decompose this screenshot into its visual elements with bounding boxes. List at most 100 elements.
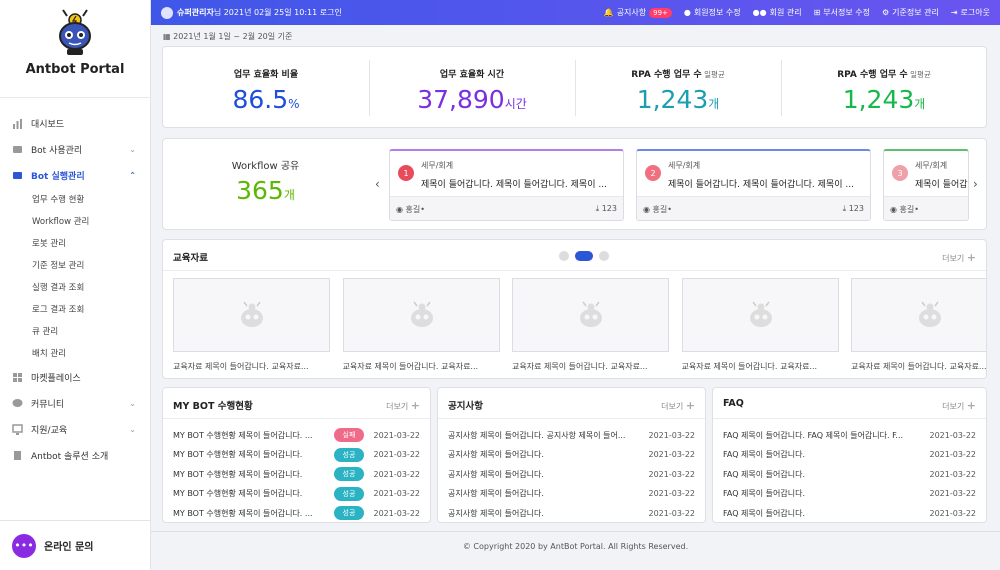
carousel-dot-active[interactable] (575, 251, 593, 261)
workflow-card[interactable]: 3 세무/회계 제목이 들어갑니다. 제목이 들어갑니다. 제목이 ... ◉ … (883, 149, 969, 221)
list-item[interactable]: FAQ 제목이 들어갑니다. FAQ 제목이 들어갑니다. F... 2021-0… (723, 426, 976, 444)
workflow-count: 365개 (163, 176, 368, 205)
faq-more-link[interactable]: 더보기 + (942, 399, 976, 412)
bot-icon (12, 170, 23, 181)
bell-icon: 🔔 (603, 8, 614, 17)
list-item[interactable]: 공지사항 제목이 들어갑니다. 2021-03-22 (448, 485, 695, 503)
stat-efficiency-time: 업무 효율화 시간 37,890시간 (369, 47, 575, 129)
date-range: ▦ 2021년 1월 1일 ~ 2월 20일 기준 (163, 31, 292, 42)
bar-chart-icon (12, 118, 23, 129)
sub-item[interactable]: 배치 관리 (32, 349, 66, 359)
education-thumbnail[interactable] (512, 278, 669, 352)
robot-placeholder-icon (749, 301, 772, 327)
list-item[interactable]: FAQ 제목이 들어갑니다. 2021-03-22 (723, 504, 976, 522)
mybot-more-link[interactable]: 더보기 + (386, 399, 420, 412)
list-item[interactable]: 공지사항 제목이 들어갑니다. 2021-03-22 (448, 504, 695, 522)
sub-item[interactable]: 큐 관리 (32, 327, 59, 337)
divider (713, 418, 986, 419)
base-info-link[interactable]: ⚙ 기준정보 관리 (882, 7, 939, 18)
sub-item[interactable]: Workflow 관리 (32, 217, 90, 227)
education-caption[interactable]: 교육자료 제목이 들어갑니다. 교육자료... (851, 362, 987, 371)
list-item[interactable]: MY BOT 수행현황 제목이 들어갑니다. 성공 2021-03-22 (173, 465, 420, 483)
education-thumbnail[interactable] (681, 278, 839, 352)
sidebar-item-bot-execution[interactable]: Bot 실행관리 ⌃ (0, 162, 150, 188)
user-info: 슈퍼관리자 님 2021년 02월 25일 10:11 로그인 (161, 6, 342, 19)
date-range-text: 2021년 1월 1일 ~ 2월 20일 기준 (173, 32, 293, 41)
download-icon: ⤓ (842, 204, 849, 213)
notice-link[interactable]: 🔔 공지사항 99+ (604, 7, 672, 18)
list-item[interactable]: 공지사항 제목이 들어갑니다. 2021-03-22 (448, 446, 695, 464)
stat-value: 1,243 (636, 85, 709, 114)
sidebar-item-community[interactable]: 커뮤니티 ⌄ (0, 390, 150, 416)
plus-icon: + (685, 399, 695, 412)
rank-badge: 2 (645, 165, 661, 181)
list-item-date: 2021-03-22 (648, 489, 696, 498)
workflow-card[interactable]: 1 세무/회계 제목이 들어갑니다. 제목이 들어갑니다. 제목이 ... ◉ … (389, 149, 624, 221)
top-bar: 슈퍼관리자 님 2021년 02월 25일 10:11 로그인 🔔 공지사항 9… (151, 0, 1000, 25)
list-item-date: 2021-03-22 (929, 489, 977, 498)
member-manage-link[interactable]: ●● 회원 관리 (753, 7, 802, 18)
sidebar-item-marketplace[interactable]: 마켓플레이스 (0, 364, 150, 390)
list-item-date: 2021-03-22 (929, 450, 977, 459)
sub-item[interactable]: 기준 정보 관리 (32, 261, 85, 271)
education-caption[interactable]: 교육자료 제목이 들어갑니다. 교육자료... (512, 362, 648, 371)
sidebar-item-solution[interactable]: Antbot 솔루션 소개 (0, 442, 150, 468)
stat-sub: 일평균 (907, 70, 931, 79)
list-item[interactable]: FAQ 제목이 들어갑니다. 2021-03-22 (723, 446, 976, 464)
logo-area[interactable]: Antbot Portal (0, 0, 150, 98)
next-arrow-icon[interactable]: › (973, 177, 978, 191)
brand-name: Antbot Portal (25, 62, 125, 77)
list-item[interactable]: FAQ 제목이 들어갑니다. 2021-03-22 (723, 465, 976, 483)
carousel-dots (559, 251, 615, 261)
mybot-card: MY BOT 수행현황 더보기 + MY BOT 수행현황 제목이 들어갑니다.… (162, 387, 431, 523)
rank-badge: 1 (398, 165, 414, 181)
list-item[interactable]: FAQ 제목이 들어갑니다. 2021-03-22 (723, 485, 976, 503)
education-caption[interactable]: 교육자료 제목이 들어갑니다. 교육자료... (681, 362, 818, 371)
stat-unit: 개 (914, 97, 926, 111)
divider (163, 418, 430, 419)
logout-link[interactable]: ⇥ 로그아웃 (951, 7, 990, 18)
list-item[interactable]: MY BOT 수행현황 제목이 들어갑니다. 성공 2021-03-22 (173, 446, 420, 464)
list-item[interactable]: 공지사항 제목이 들어갑니다. 2021-03-22 (448, 465, 695, 483)
education-more-link[interactable]: 더보기 + (942, 251, 976, 264)
education-thumbnail[interactable] (342, 278, 500, 352)
carousel-dot[interactable] (599, 251, 609, 261)
list-item[interactable]: MY BOT 수행현황 제목이 들어갑니다. 성공 2021-03-22 (173, 485, 420, 503)
education-thumbnail[interactable] (173, 278, 330, 352)
download-icon: ⤓ (595, 204, 602, 213)
education-caption[interactable]: 교육자료 제목이 들어갑니다. 교육자료... (342, 362, 479, 371)
list-item[interactable]: MY BOT 수행현황 제목이 들어갑니다. ... 실패 2021-03-22 (173, 426, 420, 444)
dept-edit-link[interactable]: ⊞ 부서정보 수정 (814, 7, 870, 18)
stat-efficiency-ratio: 업무 효율화 비율 86.5% (163, 47, 369, 129)
sub-item[interactable]: 로봇 관리 (32, 239, 66, 249)
stat-label: 업무 효율화 시간 (439, 70, 505, 80)
list-item[interactable]: MY BOT 수행현황 제목이 들어갑니다. ... 성공 2021-03-22 (173, 504, 420, 522)
carousel-dot[interactable] (559, 251, 569, 261)
notice-more-link[interactable]: 더보기 + (661, 399, 695, 412)
chat-icon (12, 398, 23, 409)
online-inquiry-button[interactable]: ••• 온라인 문의 (0, 520, 151, 570)
list-item-date: 2021-03-22 (648, 508, 696, 518)
list-item-title: FAQ 제목이 들어갑니다. (723, 450, 806, 459)
prev-arrow-icon[interactable]: ‹ (375, 177, 380, 191)
status-badge: 성공 (334, 467, 364, 481)
sidebar-item-bot-usage[interactable]: Bot 사용관리 ⌄ (0, 136, 150, 162)
list-item-date: 2021-03-22 (648, 430, 696, 440)
divider (438, 418, 705, 419)
download-count: 123 (848, 204, 864, 213)
sidebar-item-support[interactable]: 지원/교육 ⌄ (0, 416, 150, 442)
sub-item[interactable]: 실행 결과 조회 (32, 283, 85, 293)
workflow-card[interactable]: 2 세무/회계 제목이 들어갑니다. 제목이 들어갑니다. 제목이 ... ◉ … (636, 149, 871, 221)
divider (163, 270, 986, 271)
user-icon: ◉ (396, 205, 406, 214)
list-item[interactable]: 공지사항 제목이 들어갑니다. 공지사항 제목이 들어... 2021-03-22 (448, 426, 695, 444)
sub-item[interactable]: 업무 수행 현황 (32, 195, 85, 205)
sub-item[interactable]: 로그 결과 조회 (32, 305, 85, 315)
education-title: 교육자료 (173, 253, 208, 264)
robot-placeholder-icon (580, 301, 602, 327)
downloads: ⤓ 123 (596, 204, 617, 214)
education-thumbnail[interactable] (851, 278, 986, 352)
education-caption[interactable]: 교육자료 제목이 들어갑니다. 교육자료... (173, 362, 309, 371)
sidebar-item-dashboard[interactable]: 대시보드 (0, 110, 150, 136)
edit-profile-link[interactable]: ● 회원정보 수정 (684, 7, 741, 18)
